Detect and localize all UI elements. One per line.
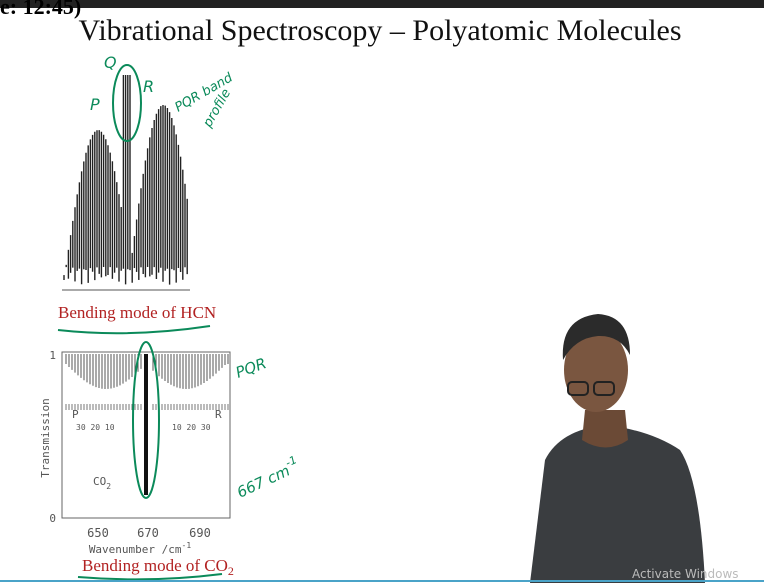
x-tick-label: 690 bbox=[189, 526, 211, 540]
q-circle bbox=[113, 65, 141, 141]
shirt bbox=[530, 425, 705, 583]
underline bbox=[58, 326, 210, 333]
molecule-label: CO2 bbox=[93, 475, 111, 491]
y-label-top: 1 bbox=[49, 349, 56, 362]
annot-wn-text: 667 cm bbox=[234, 462, 293, 502]
co2-caption-sub: 2 bbox=[228, 564, 234, 578]
annot-pqr: PQR bbox=[233, 354, 269, 382]
x-axis-title-text: Wavenumber /cm bbox=[89, 543, 182, 556]
annot-r: R bbox=[143, 77, 154, 96]
annot-q: Q bbox=[104, 53, 117, 72]
neck bbox=[582, 410, 628, 448]
y-axis-title: Transmission bbox=[39, 398, 52, 477]
x-tick-label: 670 bbox=[137, 526, 159, 540]
annot-wavenumber: 667 cm-1 bbox=[232, 453, 302, 501]
watermark: Activate Windows bbox=[632, 567, 739, 581]
timestamp: e: 12:45) bbox=[0, 0, 81, 19]
p-branch-label: P bbox=[72, 408, 79, 421]
y-label-bottom: 0 bbox=[49, 512, 56, 525]
co2-caption-text: Bending mode of CO bbox=[82, 556, 228, 575]
x-axis-title-sup: -1 bbox=[182, 541, 192, 550]
molecule-text: CO bbox=[93, 475, 106, 488]
hcn-spectrum bbox=[64, 75, 187, 285]
slide: e: 12:45) Vibrational Spectroscopy – Pol… bbox=[0, 0, 764, 583]
x-axis-title: Wavenumber /cm-1 bbox=[89, 541, 192, 556]
canvas: e: 12:45) Vibrational Spectroscopy – Pol… bbox=[0, 0, 764, 583]
annot-p: P bbox=[90, 95, 100, 114]
presenter bbox=[530, 314, 705, 583]
p-numbers: 30 20 10 bbox=[76, 423, 115, 432]
r-numbers: 10 20 30 bbox=[172, 423, 211, 432]
slide-title: Vibrational Spectroscopy – Polyatomic Mo… bbox=[78, 14, 681, 47]
hcn-caption: Bending mode of HCN bbox=[58, 303, 216, 322]
x-tick-label: 650 bbox=[87, 526, 109, 540]
molecule-sub: 2 bbox=[106, 482, 111, 491]
r-branch-label: R bbox=[215, 408, 222, 421]
top-bar bbox=[0, 0, 764, 8]
